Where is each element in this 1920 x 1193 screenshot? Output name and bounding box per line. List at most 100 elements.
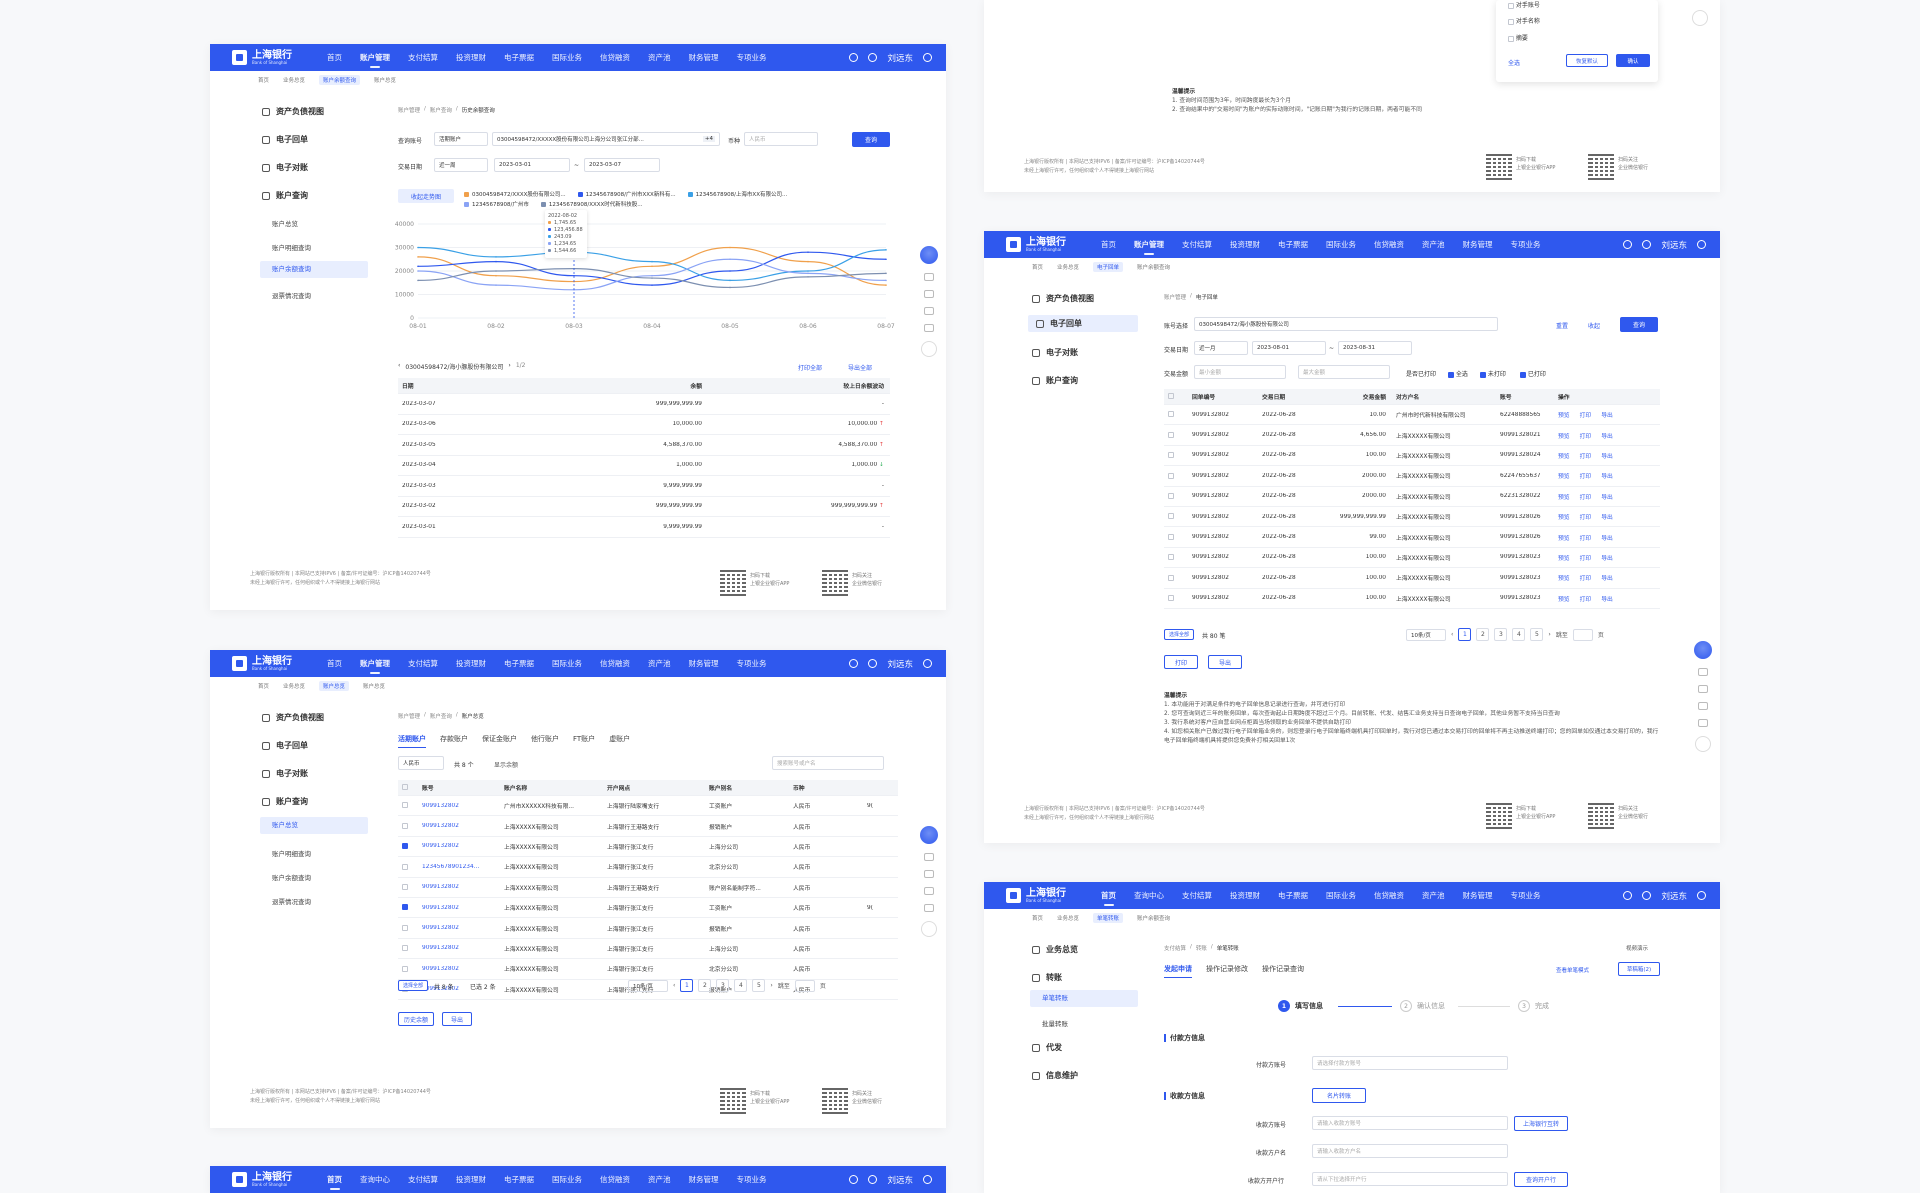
print-link[interactable]: 打印 bbox=[1579, 453, 1592, 460]
collapse-link[interactable]: 收起 bbox=[1588, 323, 1601, 330]
table-row[interactable]: 9099132802 广州市XXXXXX科技有限... 上海银行陆家嘴支行 工资账户 人… bbox=[398, 796, 898, 817]
cell-account-link[interactable]: 9099132802 bbox=[422, 925, 459, 932]
cell-account-link[interactable]: 9099132802 bbox=[422, 823, 459, 830]
menu-item[interactable]: 支付结算 bbox=[408, 1175, 438, 1184]
menu-item[interactable]: 首页 bbox=[318, 1174, 351, 1190]
history-balance-button[interactable]: 历史余额 bbox=[398, 1012, 434, 1026]
tab-total[interactable]: 账户总览 bbox=[319, 681, 350, 691]
menu-item[interactable]: 资产池 bbox=[648, 659, 671, 668]
legend-item[interactable]: 03004598472/XXXX股份有限公司... bbox=[464, 190, 566, 198]
headset-icon[interactable] bbox=[924, 887, 934, 895]
video-demo-link[interactable]: 视频演示 bbox=[1626, 946, 1649, 952]
menu-item[interactable]: 支付结算 bbox=[408, 53, 438, 62]
sidebar-item-receipt[interactable]: 电子回单 bbox=[254, 740, 316, 751]
show-balance-toggle[interactable]: 显示余额 bbox=[494, 762, 519, 769]
menu-item[interactable]: 国际业务 bbox=[1326, 240, 1356, 249]
sidebar-sub-total[interactable]: 账户总览 bbox=[272, 220, 298, 228]
table-row[interactable]: 9099132802 上海XXXXX有限公司 上海银行张江支行 上海分公司 人民币 bbox=[398, 939, 898, 960]
back-to-top-icon[interactable] bbox=[921, 341, 937, 357]
col-balance[interactable]: 余额 bbox=[690, 384, 702, 390]
sidebar-item-account-query[interactable]: 账户查询 bbox=[254, 190, 316, 201]
select-all-checkbox[interactable] bbox=[402, 784, 408, 791]
tab-records[interactable]: 操作记录查询 bbox=[1262, 965, 1304, 973]
sidebar-item-account-query[interactable]: 账户查询 bbox=[254, 796, 316, 807]
tab-margin[interactable]: 保证金账户 bbox=[482, 735, 517, 743]
bank-logo[interactable]: 上海银行 Bank of Shanghai bbox=[984, 888, 1066, 903]
row-checkbox[interactable] bbox=[402, 822, 408, 829]
bank-logo[interactable]: 上海银行 Bank of Shanghai bbox=[210, 656, 292, 671]
export-link[interactable]: 导出 bbox=[1601, 596, 1613, 603]
print-link[interactable]: 打印 bbox=[1579, 555, 1592, 562]
row-checkbox[interactable] bbox=[402, 884, 408, 890]
col-option[interactable]: 对手名称 bbox=[1508, 16, 1540, 25]
menu-item[interactable]: 支付结算 bbox=[1182, 891, 1212, 900]
menu-item[interactable]: 信贷融资 bbox=[600, 1175, 630, 1184]
jump-input[interactable] bbox=[1572, 628, 1593, 641]
tab-ft[interactable]: FT账户 bbox=[573, 735, 596, 743]
back-to-top-icon[interactable] bbox=[921, 921, 937, 937]
sidebar-sub-balance[interactable]: 账户余额查询 bbox=[260, 261, 368, 278]
currency-select[interactable]: 人民币 bbox=[398, 756, 444, 770]
sidebar-sub-single[interactable]: 单笔转账 bbox=[1030, 990, 1138, 1007]
export-button[interactable]: 导出 bbox=[442, 1012, 472, 1026]
preview-link[interactable]: 预览 bbox=[1558, 413, 1570, 420]
tab-home[interactable]: 首页 bbox=[258, 78, 270, 84]
message-icon[interactable] bbox=[924, 870, 934, 878]
page-3[interactable]: 3 bbox=[716, 979, 730, 992]
export-link[interactable]: 导出 bbox=[1601, 535, 1613, 542]
account-multi-select[interactable]: 03004598472/XXXXX股份有限公司上海分公司张江分部... +4 bbox=[492, 132, 720, 146]
search-icon[interactable] bbox=[1623, 240, 1633, 249]
menu-item[interactable]: 信贷融资 bbox=[600, 53, 630, 62]
opt-printed[interactable]: 已打印 bbox=[1520, 369, 1546, 378]
print-link[interactable]: 打印 bbox=[1579, 515, 1592, 522]
table-row[interactable]: 9099132802 上海XXXXX有限公司 上海银行王港路支行 报销账户 人民币 bbox=[398, 816, 898, 837]
crumb[interactable]: 转账 bbox=[1195, 946, 1207, 952]
table-row[interactable]: 9099132802 2022-06-28 100.00 上海XXXXX有限公司 909… bbox=[1164, 568, 1660, 589]
preview-link[interactable]: 预览 bbox=[1558, 494, 1570, 501]
table-row[interactable]: 9099132802 上海XXXXX有限公司 上海银行王港路支行 账户别名能制字符..… bbox=[398, 878, 898, 898]
table-row[interactable]: 9099132802 上海XXXXX有限公司 上海银行张江支行 北京分公司 人民币 bbox=[398, 959, 898, 980]
export-link[interactable]: 导出 bbox=[1601, 413, 1613, 420]
search-icon[interactable] bbox=[1623, 891, 1633, 900]
cell-account-link[interactable]: 12345678901234... bbox=[422, 863, 480, 870]
sidebar-item-receipt[interactable]: 电子回单 bbox=[1028, 315, 1138, 332]
menu-item[interactable]: 专项业务 bbox=[736, 1175, 767, 1184]
jump-input[interactable] bbox=[794, 979, 815, 992]
tab-balance[interactable]: 账户余额查询 bbox=[1137, 916, 1171, 922]
col-checkbox[interactable] bbox=[1508, 2, 1514, 9]
menu-item[interactable]: 支付结算 bbox=[408, 659, 438, 668]
col-checkbox[interactable] bbox=[1508, 35, 1514, 42]
checkbox[interactable] bbox=[1520, 371, 1526, 378]
date-range-select[interactable]: 近一周 bbox=[434, 158, 488, 172]
export-link[interactable]: 导出 bbox=[1601, 515, 1613, 522]
assistant-avatar-icon[interactable] bbox=[920, 246, 938, 264]
search-icon[interactable] bbox=[849, 1175, 859, 1184]
row-checkbox[interactable] bbox=[1168, 594, 1174, 601]
menu-item[interactable]: 账户管理 bbox=[1125, 239, 1173, 255]
page-3[interactable]: 3 bbox=[1494, 628, 1508, 641]
menu-item[interactable]: 首页 bbox=[1092, 890, 1125, 906]
menu-item[interactable]: 专项业务 bbox=[1510, 240, 1541, 249]
table-row[interactable]: 9099132802 上海XXXXX有限公司 上海银行张江支行 报销账户 人民币 bbox=[398, 918, 898, 939]
menu-item[interactable]: 资产池 bbox=[648, 1175, 671, 1184]
sidebar-sub-refund[interactable]: 退票情况查询 bbox=[272, 898, 311, 906]
table-row[interactable]: 12345678901234... 上海XXXXX有限公司 上海银行张江支行 北京分公… bbox=[398, 857, 898, 878]
row-checkbox[interactable] bbox=[402, 924, 408, 931]
tab-modify[interactable]: 操作记录修改 bbox=[1206, 965, 1248, 973]
legend-item[interactable]: 12345678908/广州市XXX新科有... bbox=[577, 190, 676, 198]
chat-icon[interactable] bbox=[924, 904, 934, 912]
menu-item[interactable]: 信贷融资 bbox=[1374, 240, 1404, 249]
message-icon[interactable] bbox=[924, 290, 934, 298]
tab-single[interactable]: 单笔转账 bbox=[1093, 913, 1124, 923]
col-option[interactable]: 对手账号 bbox=[1508, 0, 1540, 9]
menu-item[interactable]: 首页 bbox=[1101, 240, 1116, 249]
legend-item[interactable]: 12345678908/广州市 bbox=[464, 200, 529, 208]
tab-overview[interactable]: 业务总览 bbox=[283, 684, 306, 690]
print-link[interactable]: 打印 bbox=[1579, 596, 1592, 603]
print-button[interactable]: 打印 bbox=[1164, 655, 1198, 669]
power-icon[interactable] bbox=[923, 659, 932, 668]
prev-page-icon[interactable]: ‹ bbox=[1451, 631, 1454, 638]
assistant-avatar-icon[interactable] bbox=[1694, 641, 1712, 659]
row-checkbox[interactable] bbox=[1168, 554, 1174, 561]
user-name[interactable]: 刘远东 bbox=[1661, 240, 1687, 251]
